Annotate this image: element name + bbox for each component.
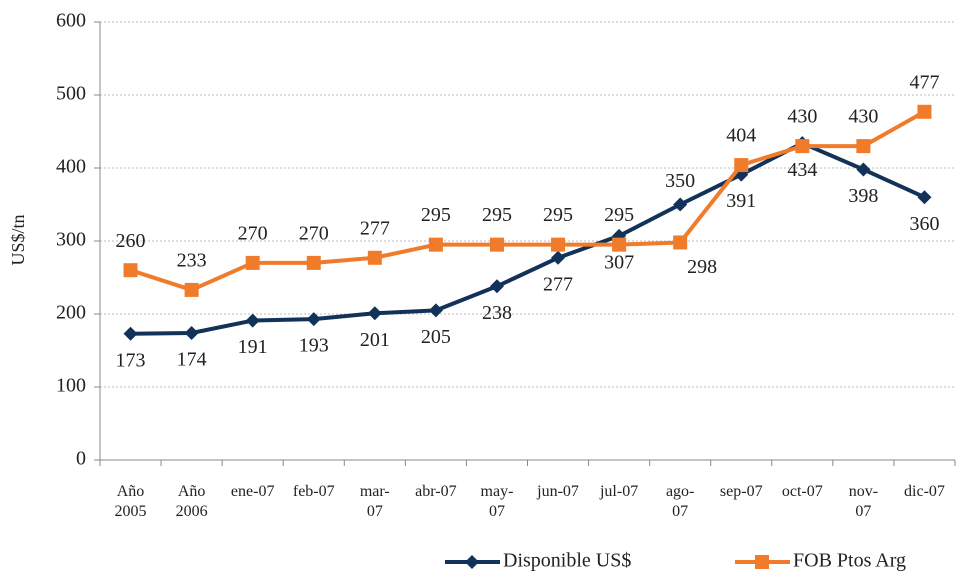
data-label: 270 — [238, 222, 268, 244]
marker — [306, 255, 321, 270]
series-line — [129, 110, 926, 292]
data-label: 295 — [543, 204, 573, 226]
marker — [184, 282, 199, 297]
y-tick-label: 200 — [56, 302, 86, 324]
data-label: 205 — [421, 326, 451, 348]
marker — [673, 197, 688, 212]
x-tick-label: jul-07 — [599, 483, 639, 500]
marker — [673, 235, 688, 250]
y-tick-label: 400 — [56, 156, 86, 178]
x-tick-label: mar-07 — [359, 483, 390, 520]
marker — [245, 255, 260, 270]
marker — [755, 555, 769, 569]
data-label: 238 — [482, 302, 512, 324]
data-label: 191 — [238, 336, 268, 358]
marker — [367, 306, 382, 321]
y-tick-label: 0 — [76, 448, 86, 470]
data-label: 430 — [848, 106, 878, 128]
x-tick-label: nov-07 — [848, 483, 879, 520]
data-label: 350 — [665, 170, 695, 192]
marker — [306, 312, 321, 327]
data-label: 173 — [116, 349, 146, 371]
marker — [489, 279, 504, 294]
marker — [428, 303, 443, 318]
marker — [465, 555, 479, 569]
x-tick-label: ene-07 — [230, 483, 275, 500]
x-tick-label: abr-07 — [415, 483, 457, 500]
data-label: 391 — [726, 190, 756, 212]
marker — [856, 162, 871, 177]
x-tick-label: may-07 — [480, 483, 514, 520]
x-tick-label: Año 2006 — [175, 483, 208, 520]
data-label: 260 — [116, 230, 146, 252]
data-label: 295 — [482, 204, 512, 226]
data-label: 430 — [787, 106, 817, 128]
marker — [856, 139, 871, 154]
data-label: 295 — [604, 204, 634, 226]
data-label: 193 — [299, 335, 329, 357]
data-label: 434 — [787, 159, 817, 181]
data-label: 298 — [687, 256, 717, 278]
marker — [428, 237, 443, 252]
marker — [917, 190, 932, 205]
marker — [184, 325, 199, 340]
x-tick-label: ago-07 — [665, 483, 695, 520]
x-tick-label: jun-07 — [537, 483, 579, 500]
x-tick-label: oct-07 — [781, 483, 823, 500]
data-label: 277 — [360, 217, 390, 239]
data-label: 404 — [726, 125, 756, 147]
y-tick-label: 600 — [56, 10, 86, 32]
marker — [917, 104, 932, 119]
x-tick-label: sep-07 — [719, 483, 763, 500]
legend-label: FOB Ptos Arg — [793, 550, 906, 572]
data-label: 233 — [177, 250, 207, 272]
data-label: 307 — [604, 251, 634, 273]
x-tick-label: Año 2005 — [114, 483, 147, 520]
y-axis-label: US$/tn — [8, 214, 28, 265]
marker — [245, 313, 260, 328]
y-tick-label: 100 — [56, 375, 86, 397]
data-label: 201 — [360, 329, 390, 351]
marker — [123, 263, 138, 278]
y-tick-label: 500 — [56, 83, 86, 105]
data-label: 295 — [421, 204, 451, 226]
y-tick-label: 300 — [56, 229, 86, 251]
marker — [795, 139, 810, 154]
marker — [551, 250, 566, 265]
data-label: 477 — [909, 71, 939, 93]
data-label: 360 — [909, 213, 939, 235]
data-label: 277 — [543, 273, 573, 295]
marker — [123, 326, 138, 341]
data-label: 270 — [299, 222, 329, 244]
marker — [489, 237, 504, 252]
legend-label: Disponible US$ — [503, 550, 631, 572]
marker — [734, 158, 749, 173]
data-label: 174 — [177, 349, 207, 371]
marker — [612, 237, 627, 252]
marker — [367, 250, 382, 265]
data-label: 398 — [848, 185, 878, 207]
x-tick-label: dic-07 — [904, 483, 945, 500]
marker — [551, 237, 566, 252]
x-tick-label: feb-07 — [292, 483, 335, 500]
